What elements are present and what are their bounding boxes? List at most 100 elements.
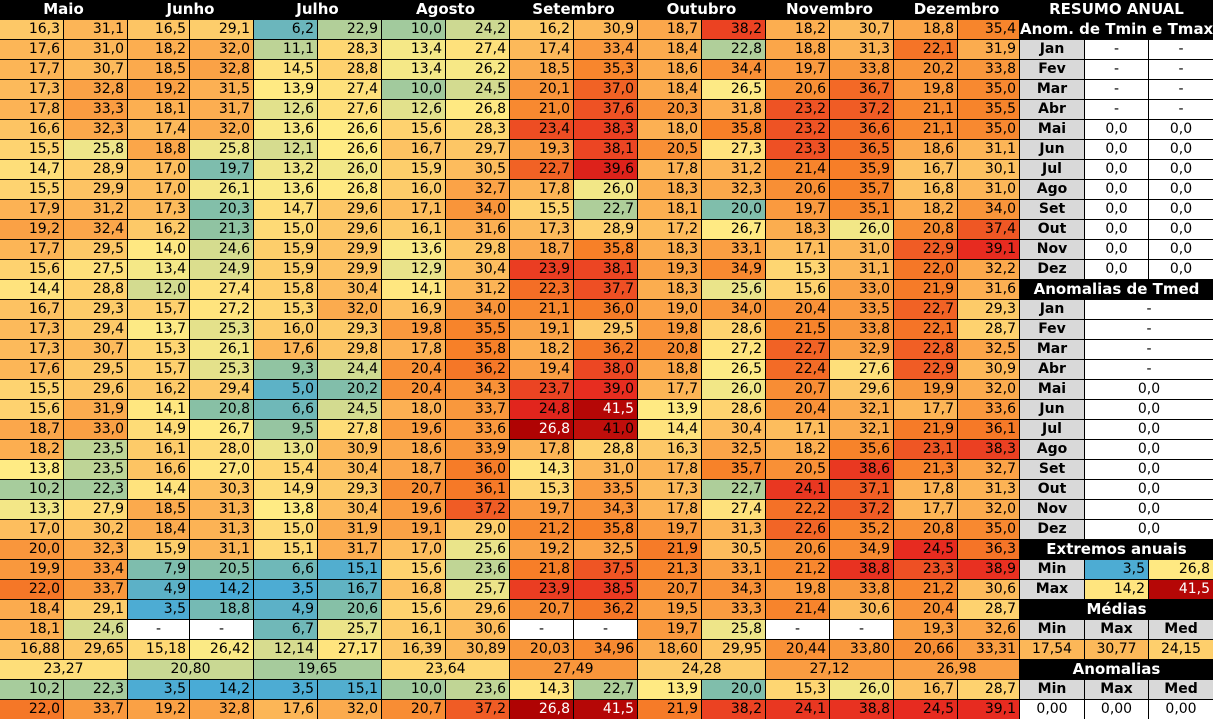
- min-tmin-cell: 15,3: [766, 680, 829, 699]
- tmin-cell: 17,3: [638, 480, 701, 499]
- tmin-cell: 16,2: [128, 380, 189, 399]
- tmed-month-label: Dez: [1020, 520, 1084, 539]
- tmax-cell: 31,2: [64, 200, 127, 219]
- tmax-cell: 26,1: [190, 340, 253, 359]
- tmin-cell: 17,3: [0, 80, 63, 99]
- tmax-cell: 35,7: [702, 460, 765, 479]
- tmax-cell: 27,6: [830, 360, 893, 379]
- resumo-title: RESUMO ANUAL: [1049, 0, 1184, 18]
- tmax-cell: 29,5: [574, 320, 637, 339]
- tmax-cell: 30,4: [702, 420, 765, 439]
- tmin-cell: 12,9: [382, 260, 445, 279]
- anom-month-label: Set: [1020, 200, 1084, 219]
- tmax-cell: 35,6: [830, 440, 893, 459]
- tmin-cell: 17,0: [382, 540, 445, 559]
- tmed-month-label: Mai: [1020, 380, 1084, 399]
- tmax-cell: 38,3: [574, 120, 637, 139]
- extremos-tmax: 26,8: [1149, 560, 1213, 579]
- tmax-cell: 30,2: [64, 520, 127, 539]
- tmin-cell: 23,1: [894, 440, 957, 459]
- tmax-cell: 32,5: [702, 440, 765, 459]
- tmin-cell: 14,4: [128, 480, 189, 499]
- tmax-cell: 31,0: [574, 460, 637, 479]
- tmin-cell: 17,3: [0, 340, 63, 359]
- tmin-cell: 20,6: [766, 540, 829, 559]
- anom-tmin-value: -: [1085, 40, 1148, 59]
- tmin-cell: 16,6: [128, 460, 189, 479]
- tmin-cell: 19,2: [0, 220, 63, 239]
- tmax-cell: 16,7: [318, 580, 381, 599]
- tmax-cell: 24,5: [446, 80, 509, 99]
- tmin-cell: 15,0: [254, 220, 317, 239]
- extremos-label: Max: [1020, 580, 1084, 599]
- tmed-value: 0,0: [1085, 440, 1213, 459]
- tmin-cell: 24,5: [894, 540, 957, 559]
- tmax-cell: 24,6: [64, 620, 127, 639]
- tmin-cell: 20,1: [510, 80, 573, 99]
- tmax-cell: 29,3: [958, 300, 1019, 319]
- tmin-cell: 15,3: [128, 340, 189, 359]
- tmax-cell: 38,9: [958, 560, 1019, 579]
- tmax-cell: 38,1: [574, 140, 637, 159]
- extremos-label: Min: [1020, 560, 1084, 579]
- tmin-cell: 16,7: [0, 300, 63, 319]
- tmax-cell: 33,6: [958, 400, 1019, 419]
- tmax-cell: 35,5: [958, 100, 1019, 119]
- min-tmin-cell: 3,5: [254, 680, 317, 699]
- tmin-cell: 22,1: [894, 320, 957, 339]
- tmax-cell: 36,0: [446, 460, 509, 479]
- max-tmax-cell: 33,7: [64, 700, 127, 719]
- tmin-cell: 11,1: [254, 40, 317, 59]
- tmax-cell: 33,1: [702, 240, 765, 259]
- tmin-cell: 17,0: [128, 160, 189, 179]
- anomalias-value: 0,00: [1085, 700, 1148, 719]
- tmin-cell: 18,8: [638, 360, 701, 379]
- tmax-cell: 25,7: [446, 580, 509, 599]
- tmin-cell: 22,0: [894, 260, 957, 279]
- tmin-cell: 16,6: [0, 120, 63, 139]
- avg-tmax-cell: 29,65: [64, 640, 127, 659]
- tmax-cell: 38,3: [958, 440, 1019, 459]
- tmax-cell: 32,0: [318, 300, 381, 319]
- tmin-cell: 17,3: [0, 320, 63, 339]
- tmin-cell: 16,7: [894, 160, 957, 179]
- monthly-mean-cell: 23,64: [382, 660, 509, 679]
- tmax-cell: 33,5: [830, 300, 893, 319]
- tmax-cell: 34,0: [702, 300, 765, 319]
- tmin-cell: 6,2: [254, 20, 317, 39]
- tmax-cell: 25,3: [190, 320, 253, 339]
- tmed-value: -: [1085, 300, 1213, 319]
- tmax-cell: 32,0: [190, 40, 253, 59]
- tmax-cell: 23,5: [64, 460, 127, 479]
- anom-tmin-tmax-title: Anom. de Tmin e Tmax: [1020, 20, 1213, 38]
- tmax-cell: 38,2: [702, 20, 765, 39]
- tmax-cell: 27,6: [318, 100, 381, 119]
- avg-tmax-cell: 34,96: [574, 640, 637, 659]
- tmin-cell: 19,2: [510, 540, 573, 559]
- anom-tmin-value: -: [1085, 100, 1148, 119]
- tmax-cell: 36,0: [574, 300, 637, 319]
- tmax-cell: 22,9: [318, 20, 381, 39]
- tmin-cell: 13,6: [254, 120, 317, 139]
- tmed-month-label: Abr: [1020, 360, 1084, 379]
- tmin-cell: 18,4: [0, 600, 63, 619]
- tmin-cell: 21,1: [894, 100, 957, 119]
- tmin-cell: 15,5: [0, 140, 63, 159]
- tmin-cell: 13,7: [128, 320, 189, 339]
- tmax-cell: 32,0: [958, 380, 1019, 399]
- tmin-cell: 15,5: [510, 200, 573, 219]
- anom-month-label: Mar: [1020, 80, 1084, 99]
- tmin-cell: 17,7: [894, 500, 957, 519]
- tmax-cell: 28,0: [190, 440, 253, 459]
- tmax-cell: 30,9: [318, 440, 381, 459]
- tmax-cell: 32,1: [830, 420, 893, 439]
- tmax-cell: 37,0: [574, 80, 637, 99]
- tmin-cell: 23,2: [766, 100, 829, 119]
- tmax-cell: 31,6: [958, 280, 1019, 299]
- tmin-cell: 18,2: [510, 340, 573, 359]
- tmin-cell: 20,3: [638, 100, 701, 119]
- tmax-cell: 33,8: [830, 580, 893, 599]
- tmax-cell: 31,1: [190, 540, 253, 559]
- tmin-cell: 15,7: [128, 360, 189, 379]
